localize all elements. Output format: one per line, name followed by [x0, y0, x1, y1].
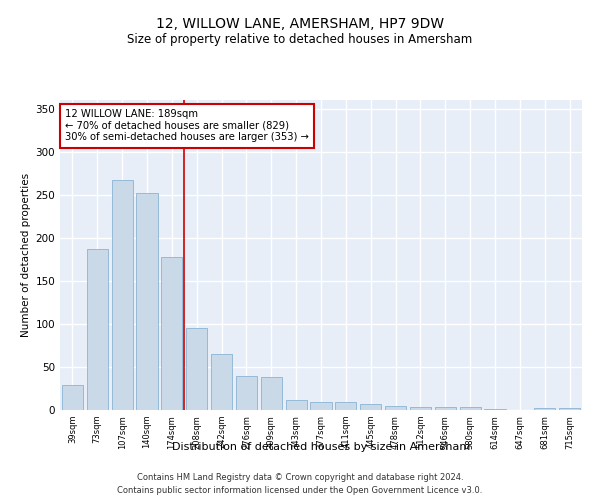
Text: Contains public sector information licensed under the Open Government Licence v3: Contains public sector information licen…	[118, 486, 482, 495]
Bar	[136, 193, 158, 410]
Bar	[460, 408, 481, 410]
Bar	[310, 402, 332, 410]
Bar	[360, 404, 381, 410]
Bar	[335, 402, 356, 410]
Text: Size of property relative to detached houses in Amersham: Size of property relative to detached ho…	[127, 32, 473, 46]
Text: Distribution of detached houses by size in Amersham: Distribution of detached houses by size …	[172, 442, 470, 452]
Bar	[559, 408, 580, 410]
Bar	[435, 406, 456, 410]
Bar	[62, 385, 83, 410]
Bar	[261, 378, 282, 410]
Text: 12 WILLOW LANE: 189sqm
← 70% of detached houses are smaller (829)
30% of semi-de: 12 WILLOW LANE: 189sqm ← 70% of detached…	[65, 110, 309, 142]
Y-axis label: Number of detached properties: Number of detached properties	[21, 173, 31, 337]
Bar	[484, 409, 506, 410]
Text: 12, WILLOW LANE, AMERSHAM, HP7 9DW: 12, WILLOW LANE, AMERSHAM, HP7 9DW	[156, 18, 444, 32]
Bar	[286, 400, 307, 410]
Bar	[385, 406, 406, 410]
Bar	[211, 354, 232, 410]
Bar	[236, 376, 257, 410]
Bar	[112, 180, 133, 410]
Bar	[87, 249, 108, 410]
Bar	[186, 328, 207, 410]
Bar	[534, 408, 555, 410]
Bar	[410, 408, 431, 410]
Bar	[161, 256, 182, 410]
Text: Contains HM Land Registry data © Crown copyright and database right 2024.: Contains HM Land Registry data © Crown c…	[137, 472, 463, 482]
